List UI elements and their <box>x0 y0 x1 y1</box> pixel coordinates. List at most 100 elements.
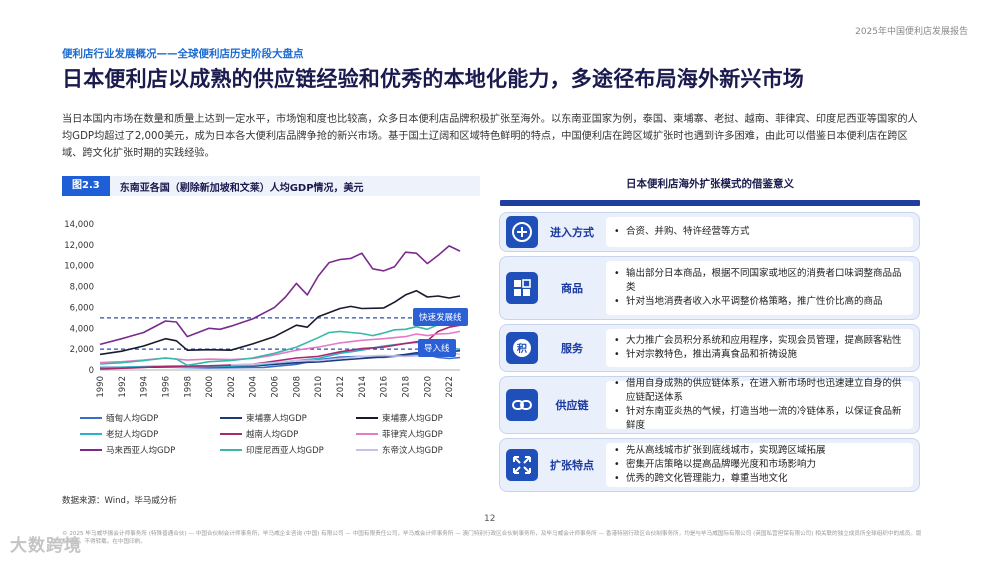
svg-text:积: 积 <box>517 342 527 355</box>
x-tick-label: 2004 <box>249 376 259 398</box>
mode-label: 供应链 <box>555 399 589 412</box>
legend-swatch <box>220 449 242 451</box>
mode-label: 商品 <box>561 282 583 295</box>
callout-entry-line: 导入线 <box>418 339 456 357</box>
x-tick-label: 1998 <box>183 376 193 398</box>
y-tick-label: 4,000 <box>70 324 94 334</box>
legend-entry: 印度尼西亚人均GDP <box>220 444 356 456</box>
mode-point: 借用自身成熟的供应链体系，在进入新市场时也迅速建立自身的供应链配送体系 <box>614 377 905 405</box>
series-line <box>99 245 461 346</box>
figure-header: 图2.3 东南亚各国（剔除新加坡和文莱）人均GDP情况，美元 <box>62 176 480 196</box>
x-tick-label: 1990 <box>96 376 106 398</box>
legend-label: 菲律宾人均GDP <box>382 430 443 440</box>
legend-entry: 东帝汶人均GDP <box>356 444 470 456</box>
plus-circle-icon <box>506 216 538 248</box>
mode-point: 优秀的跨文化管理能力，尊重当地文化 <box>614 472 905 486</box>
legend-swatch <box>220 433 242 435</box>
mode-detail: 借用自身成熟的供应链体系，在进入新市场时也迅速建立自身的供应链配送体系 针对东南… <box>606 377 913 431</box>
legend-swatch <box>80 449 102 451</box>
x-tick-label: 2022 <box>445 376 455 398</box>
intro-paragraph: 当日本国内市场在数量和质量上达到一定水平，市场饱和度也比较高，众多日本便利店品牌… <box>62 114 918 159</box>
figure-title: 东南亚各国（剔除新加坡和文莱）人均GDP情况，美元 <box>119 182 364 194</box>
mode-point: 大力推广会员积分系统和应用程序，实现会员管理，提高顾客粘性 <box>614 334 905 348</box>
mode-row-entry: 进入方式 合资、并购、特许经营等方式 <box>499 212 920 252</box>
legend-label: 东帝汶人均GDP <box>382 446 443 456</box>
legend-swatch <box>80 417 102 419</box>
legend-label: 越南人均GDP <box>246 430 299 440</box>
legend-entry: 马来西亚人均GDP <box>80 444 220 456</box>
mode-detail: 输出部分日本商品，根据不同国家或地区的消费者口味调整商品品类 针对当地消费者收入… <box>606 261 913 315</box>
y-tick-label: 12,000 <box>64 241 94 251</box>
legend-label: 老挝人均GDP <box>106 430 159 440</box>
x-tick-label: 1996 <box>161 376 171 398</box>
page-title: 日本便利店以成熟的供应链经验和优秀的本地化能力，多途径布局海外新兴市场 <box>62 67 804 91</box>
mode-detail: 先从高线城市扩张到底线城市，实现跨区域拓展 密集开店策略以提高品牌曝光度和市场影… <box>606 443 913 487</box>
y-tick-label: 10,000 <box>64 262 94 272</box>
watermark: 大数跨境 <box>10 536 82 556</box>
right-panel-title: 日本便利店海外扩张模式的借鉴意义 <box>626 178 794 190</box>
legend-entry: 柬埔寨人均GDP <box>220 412 356 424</box>
mode-label: 进入方式 <box>550 226 594 239</box>
x-tick-label: 2020 <box>423 376 433 398</box>
expand-arrows-icon <box>506 449 538 481</box>
x-tick-label: 2012 <box>336 376 346 398</box>
y-tick-label: 8,000 <box>70 283 94 293</box>
x-tick-label: 2018 <box>401 376 411 398</box>
x-tick-label: 2002 <box>227 376 237 398</box>
series-line <box>99 317 461 367</box>
mode-detail: 合资、并购、特许经营等方式 <box>606 217 913 247</box>
legend-swatch <box>80 433 102 435</box>
mode-point: 针对当地消费者收入水平调整价格策略，推广性价比高的商品 <box>614 295 905 309</box>
data-source: 数据来源：Wind，毕马威分析 <box>62 496 177 506</box>
legend-label: 缅甸人均GDP <box>106 414 159 424</box>
mode-label: 服务 <box>561 342 583 355</box>
y-tick-label: 6,000 <box>70 303 94 313</box>
legend-entry: 缅甸人均GDP <box>80 412 220 424</box>
gdp-line-chart: 0 2,000 4,000 6,000 8,000 10,000 12,000 14,000 1… <box>64 220 461 398</box>
mode-point: 输出部分日本商品，根据不同国家或地区的消费者口味调整商品品类 <box>614 267 905 295</box>
y-tick-label: 0 <box>89 366 94 376</box>
report-title: 2025年中国便利店发展报告 <box>855 27 968 37</box>
mode-row-goods: 商品 输出部分日本商品，根据不同国家或地区的消费者口味调整商品品类 针对当地消费… <box>499 256 920 320</box>
mode-label: 扩张特点 <box>550 459 594 472</box>
mode-row-expansion: 扩张特点 先从高线城市扩张到底线城市，实现跨区域拓展 密集开店策略以提高品牌曝光… <box>499 438 920 492</box>
callout-fast-development: 快速发展线 <box>413 308 468 326</box>
legend-entry: 菲律宾人均GDP <box>356 428 470 440</box>
legend-swatch <box>356 449 378 451</box>
legend-entry: 越南人均GDP <box>220 428 356 440</box>
mode-point: 先从高线城市扩张到底线城市，实现跨区域拓展 <box>614 444 905 458</box>
x-tick-label: 2014 <box>358 376 368 398</box>
mode-row-service: 积 服务 大力推广会员积分系统和应用程序，实现会员管理，提高顾客粘性 针对宗教特… <box>499 324 920 372</box>
section-label: 便利店行业发展概况——全球便利店历史阶段大盘点 <box>62 48 304 60</box>
legend-entry: 柬埔寨人均GDP <box>356 412 470 424</box>
mode-point: 针对宗教特色，推出清真食品和祈祷设施 <box>614 348 905 362</box>
x-tick-label: 1992 <box>118 376 128 398</box>
legend-label: 马来西亚人均GDP <box>106 446 176 456</box>
mode-row-supply-chain: 供应链 借用自身成熟的供应链体系，在进入新市场时也迅速建立自身的供应链配送体系 … <box>499 376 920 434</box>
x-tick-label: 2016 <box>380 376 390 398</box>
mode-point: 密集开店策略以提高品牌曝光度和市场影响力 <box>614 458 905 472</box>
legend-swatch <box>220 417 242 419</box>
legend-label: 柬埔寨人均GDP <box>382 414 443 424</box>
x-tick-label: 1994 <box>140 376 150 398</box>
mode-point: 合资、并购、特许经营等方式 <box>614 225 905 239</box>
grid-icon <box>506 272 538 304</box>
y-tick-label: 14,000 <box>64 220 94 230</box>
page-number: 12 <box>484 514 496 524</box>
x-tick-label: 2008 <box>292 376 302 398</box>
chain-link-icon <box>506 389 538 421</box>
figure-tag: 图2.3 <box>62 176 110 196</box>
right-panel-rule <box>500 200 920 206</box>
legend-swatch <box>356 417 378 419</box>
legend-swatch <box>356 433 378 435</box>
y-tick-label: 2,000 <box>70 345 94 355</box>
series-line <box>99 289 461 356</box>
mode-detail: 大力推广会员积分系统和应用程序，实现会员管理，提高顾客粘性 针对宗教特色，推出清… <box>606 329 913 367</box>
mode-point: 针对东南亚炎热的气候，打造当地一流的冷链体系，以保证食品新鲜度 <box>614 405 905 433</box>
legend-entry: 老挝人均GDP <box>80 428 220 440</box>
footer-fine-print: © 2025 毕马威华振会计师事务所 (特殊普通合伙) — 中国合伙制会计师事务… <box>62 531 922 545</box>
x-tick-label: 2000 <box>205 376 215 398</box>
points-badge-icon: 积 <box>506 332 538 364</box>
series-line <box>99 330 461 364</box>
x-tick-label: 2006 <box>271 376 281 398</box>
